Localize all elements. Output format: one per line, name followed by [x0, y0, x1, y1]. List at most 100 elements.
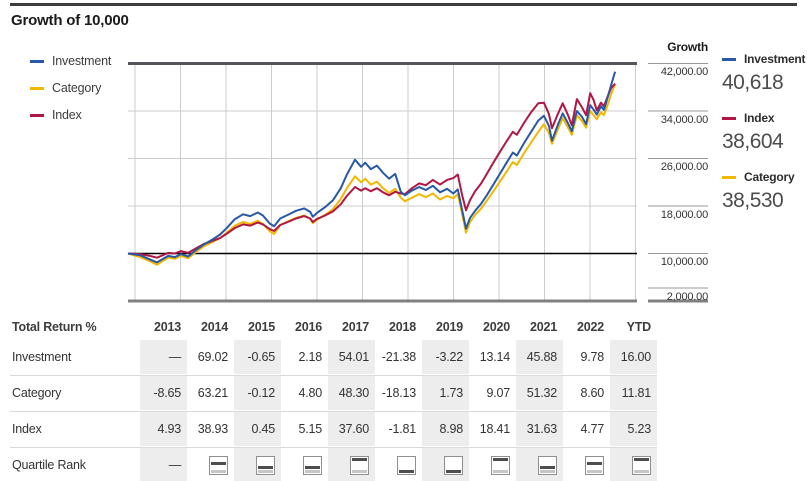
- cell-2021: 45.88: [516, 340, 563, 374]
- cell-2017: 48.30: [328, 376, 375, 410]
- cell-2021: [516, 448, 563, 481]
- cell-2013: —: [140, 340, 187, 374]
- legend-item-investment: Investment: [30, 54, 111, 68]
- table-row-index: Index 4.93 38.93 0.45 5.15 37.60 -1.81 8.98 18.4…: [10, 412, 657, 448]
- cell-2020: 13.14: [479, 350, 510, 364]
- growth-axis-label: 2,000.00: [666, 290, 708, 303]
- page-title: Growth of 10,000: [11, 12, 129, 29]
- summary-category-label: Category: [744, 170, 795, 184]
- column-header-2018: 2018: [388, 320, 416, 334]
- cell-2019: 1.73: [422, 376, 469, 410]
- column-header-2019: 2019: [435, 320, 463, 334]
- column-header-2014: 2014: [200, 320, 228, 334]
- cell-2015: 0.45: [234, 412, 281, 446]
- table-row-quartile-rank: Quartile Rank —: [10, 448, 657, 481]
- growth-axis-label: 18,000.00: [660, 208, 708, 221]
- index-dash-icon: [30, 113, 44, 117]
- cell-2013: 4.93: [140, 412, 187, 446]
- cell-2018: [375, 448, 422, 481]
- cell-2021: 51.32: [516, 376, 563, 410]
- quartile-rank-icon-q4: [397, 456, 416, 476]
- top-divider: [10, 3, 797, 6]
- quartile-rank-icon-q1: [632, 456, 651, 476]
- cell-2021: 31.63: [516, 412, 563, 446]
- cell-2014: [187, 448, 234, 481]
- quartile-rank-icon-q2: [209, 456, 228, 476]
- table-header-row: Total Return % 2013 2014 2015 2016 2017 2018 20…: [10, 314, 657, 340]
- growth-axis-title: Growth: [667, 40, 708, 54]
- legend-item-category: Category: [30, 81, 111, 95]
- row-label: Quartile Rank: [12, 458, 86, 472]
- quartile-rank-icon-q1: [491, 456, 510, 476]
- cell-2022: 4.77: [580, 422, 604, 436]
- cell-2016: [281, 448, 328, 481]
- summary-index: Index 38,604: [722, 111, 784, 154]
- cell-2016: 4.80: [298, 386, 322, 400]
- row-label: Category: [12, 386, 62, 400]
- legend-label: Investment: [52, 54, 112, 68]
- cell-2017: 54.01: [328, 340, 375, 374]
- summary-category: Category 38,530: [722, 170, 795, 213]
- cell-2017: 37.60: [328, 412, 375, 446]
- cell-ytd: 11.81: [610, 376, 657, 410]
- legend-label: Index: [52, 108, 82, 122]
- column-header-2021: 2021: [529, 320, 557, 334]
- table-title: Total Return %: [12, 320, 97, 334]
- column-header-2022: 2022: [576, 320, 604, 334]
- column-header-2020: 2020: [482, 320, 510, 334]
- quartile-rank-icon-q3: [256, 456, 275, 476]
- growth-axis-label: 26,000.00: [660, 161, 708, 173]
- cell-2016: 5.15: [298, 422, 322, 436]
- cell-2019: 8.98: [422, 412, 469, 446]
- category-dash-icon: [722, 175, 736, 179]
- cell-2019: -3.22: [422, 340, 469, 374]
- quartile-rank-icon-q3: [303, 456, 322, 476]
- cell-2020: [469, 448, 516, 481]
- row-label: Index: [12, 422, 42, 436]
- cell-2018: -1.81: [388, 422, 417, 436]
- summary-investment-value: 40,618: [722, 71, 784, 94]
- table-row-investment: Investment — 69.02 -0.65 2.18 54.01 -21.38 -3.2…: [10, 340, 657, 376]
- returns-table: Total Return % 2013 2014 2015 2016 2017 2018 20…: [10, 314, 657, 481]
- cell-2022: 8.60: [580, 386, 604, 400]
- legend-item-index: Index: [30, 108, 111, 122]
- column-header-2013: 2013: [153, 320, 181, 334]
- cell-2020: 9.07: [486, 386, 510, 400]
- growth-axis-label: 10,000.00: [660, 256, 708, 268]
- table-row-category: Category -8.65 63.21 -0.12 4.80 48.30 -18.13 1.…: [10, 376, 657, 412]
- investment-dash-icon: [722, 57, 736, 61]
- cell-2020: 18.41: [479, 422, 510, 436]
- quartile-rank-icon-q3: [538, 456, 557, 476]
- cell-2022: [563, 448, 610, 481]
- cell-2014: 63.21: [197, 386, 228, 400]
- cell-2017: [328, 448, 375, 481]
- summary-investment-label: Investment: [744, 52, 806, 66]
- growth-axis-label: 42,000.00: [660, 66, 708, 78]
- cell-2016: 2.18: [298, 350, 322, 364]
- cell-2014: 38.93: [197, 422, 228, 436]
- quartile-rank-icon-q2: [585, 456, 604, 476]
- column-header-2016: 2016: [294, 320, 322, 334]
- cell-2018: -21.38: [381, 350, 416, 364]
- series-line-investment: [127, 71, 617, 264]
- quartile-rank-icon-q1: [350, 456, 369, 476]
- cell-2013: —: [140, 448, 187, 481]
- cell-2014: 69.02: [197, 350, 228, 364]
- series-line-category: [127, 83, 617, 266]
- summary-index-value: 38,604: [722, 130, 784, 153]
- cell-2022: 9.78: [580, 350, 604, 364]
- cell-ytd: 16.00: [610, 340, 657, 374]
- legend-label: Category: [52, 81, 102, 95]
- growth-axis-label: 34,000.00: [660, 113, 708, 126]
- investment-dash-icon: [30, 59, 44, 63]
- cell-2015: -0.12: [234, 376, 281, 410]
- category-dash-icon: [30, 86, 44, 90]
- summary-index-label: Index: [744, 111, 775, 125]
- column-header-2017: 2017: [341, 320, 369, 334]
- column-header-ytd: YTD: [626, 320, 652, 334]
- chart-legend: Investment Category Index: [30, 54, 111, 135]
- summary-investment: Investment 40,618: [722, 52, 806, 95]
- series-line-index: [127, 83, 616, 259]
- cell-2015: [234, 448, 281, 481]
